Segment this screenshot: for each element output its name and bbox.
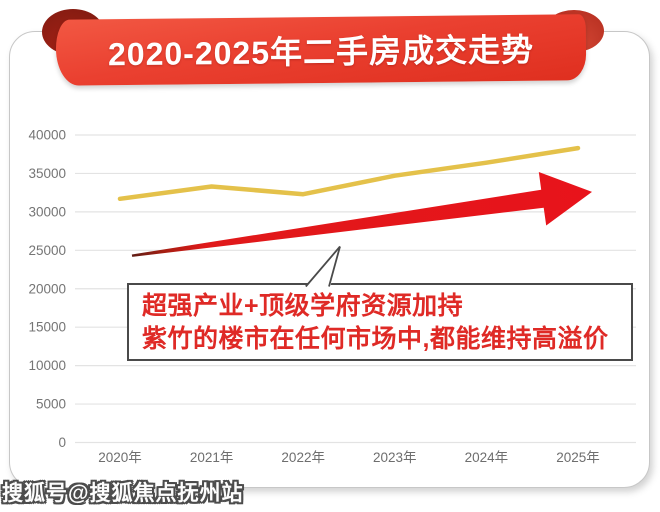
y-tick-label: 40000 bbox=[28, 128, 66, 143]
annotation-box: 超强产业+顶级学府资源加持 紫竹的楼市在任何市场中,都能维持高溢价 bbox=[127, 283, 633, 361]
x-tick-label: 2021年 bbox=[190, 450, 234, 465]
x-tick-label: 2024年 bbox=[465, 450, 509, 465]
ribbon-band: 2020-2025年二手房成交走势 bbox=[55, 14, 587, 86]
y-tick-label: 20000 bbox=[28, 281, 66, 296]
y-tick-label: 25000 bbox=[28, 243, 66, 258]
y-tick-label: 10000 bbox=[28, 358, 66, 373]
title-banner: 2020-2025年二手房成交走势 bbox=[42, 9, 604, 86]
trend-arrow bbox=[131, 172, 593, 257]
page-title: 2020-2025年二手房成交走势 bbox=[107, 31, 535, 73]
annotation-line2: 紫竹的楼市在任何市场中,都能维持高溢价 bbox=[142, 325, 609, 353]
y-tick-label: 30000 bbox=[28, 204, 66, 219]
watermark: 搜狐号@搜狐焦点抚州站 bbox=[2, 482, 244, 505]
y-tick-label: 5000 bbox=[36, 397, 66, 412]
x-tick-label: 2023年 bbox=[373, 450, 417, 465]
x-tick-label: 2022年 bbox=[281, 450, 325, 465]
y-tick-label: 15000 bbox=[28, 320, 66, 335]
y-tick-label: 0 bbox=[58, 435, 66, 450]
x-tick-label: 2020年 bbox=[98, 450, 142, 465]
y-tick-label: 35000 bbox=[28, 166, 66, 181]
x-tick-label: 2025年 bbox=[556, 450, 600, 465]
series-line bbox=[117, 145, 581, 202]
annotation-line1: 超强产业+顶级学府资源加持 bbox=[142, 292, 464, 320]
